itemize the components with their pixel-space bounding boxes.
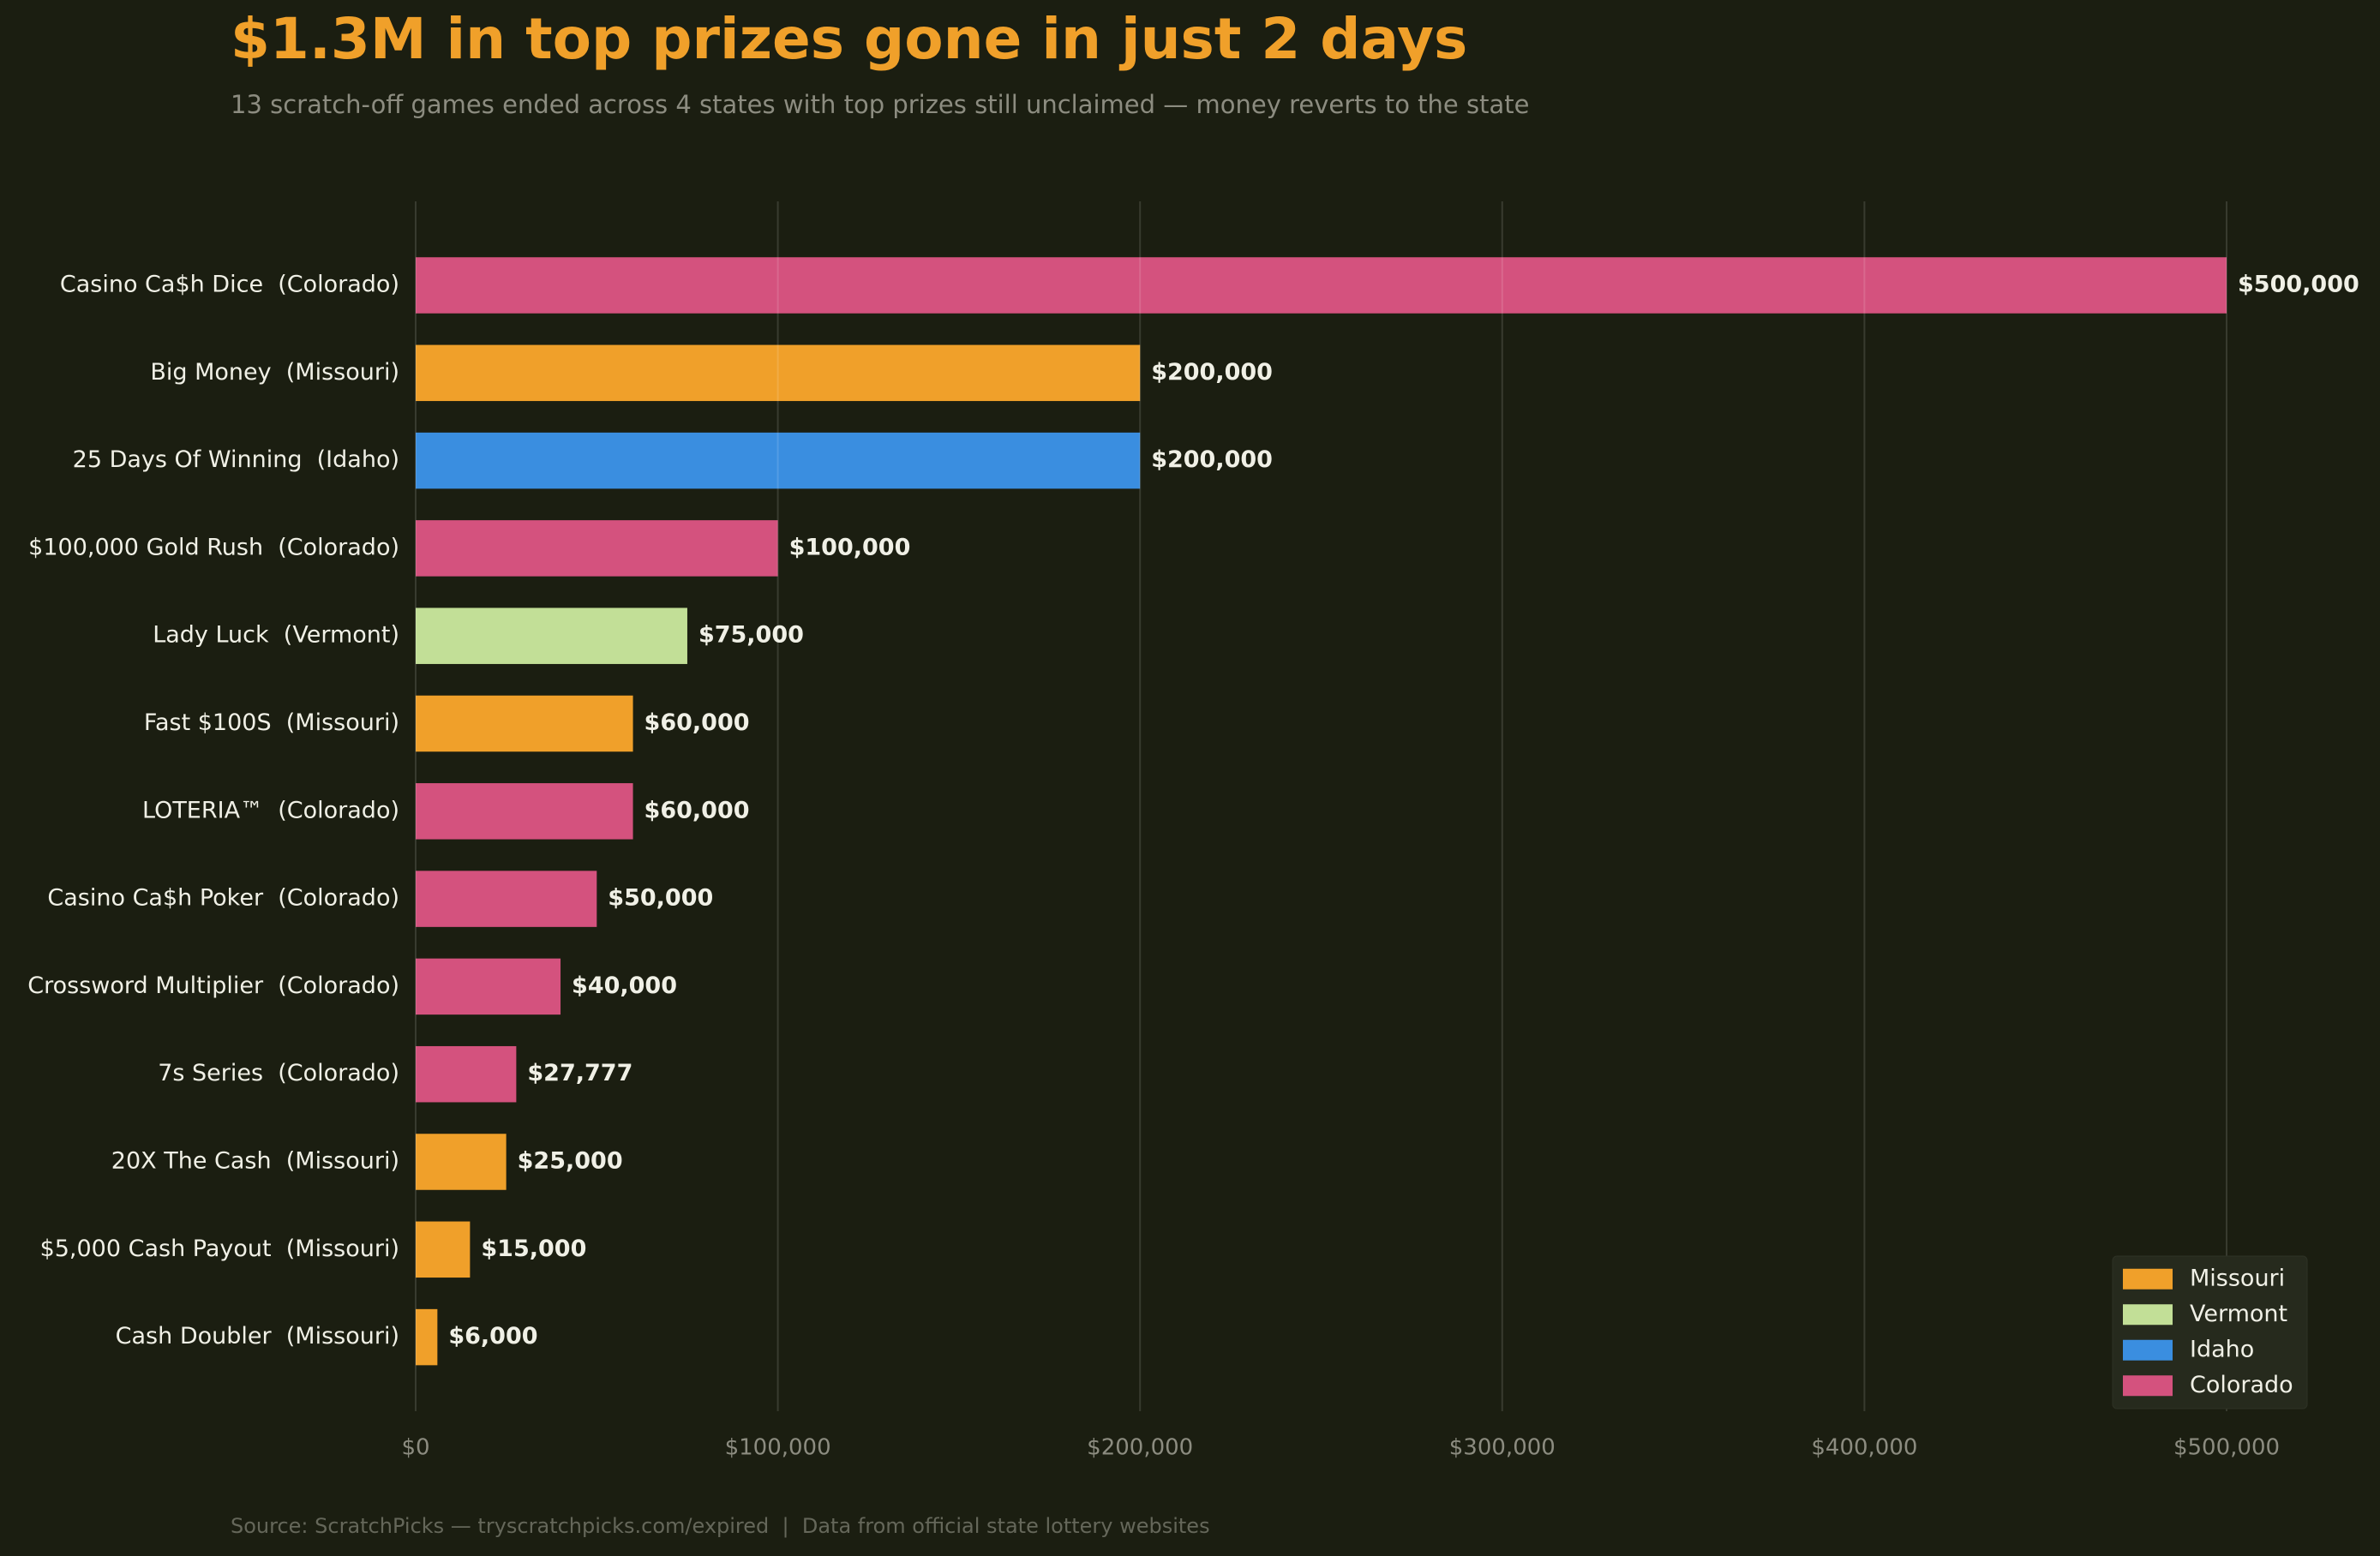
y-tick-label: Lady Luck (Vermont) — [153, 622, 399, 649]
chart-subtitle: 13 scratch-off games ended across 4 stat… — [231, 90, 1529, 119]
value-label: $25,000 — [518, 1148, 623, 1175]
bar — [416, 257, 2227, 314]
y-tick-label: Casino Ca$h Dice (Colorado) — [60, 272, 399, 298]
value-label: $500,000 — [2238, 272, 2359, 298]
value-label: $50,000 — [608, 885, 713, 912]
value-label: $27,777 — [527, 1060, 632, 1086]
bar — [416, 783, 633, 840]
bar — [416, 344, 1141, 402]
legend-label: Vermont — [2190, 1301, 2287, 1327]
legend-label: Colorado — [2190, 1372, 2293, 1398]
y-tick-label: Cash Doubler (Missouri) — [116, 1323, 399, 1350]
x-tick-label: $200,000 — [1087, 1435, 1193, 1461]
bar — [416, 520, 778, 577]
bar — [416, 432, 1141, 489]
bar — [416, 1308, 438, 1366]
source-note: Source: ScratchPicks — tryscratchpicks.c… — [231, 1514, 1210, 1538]
y-tick-label: LOTERIA™ (Colorado) — [142, 797, 399, 823]
value-label: $60,000 — [644, 797, 750, 823]
value-label: $200,000 — [1151, 446, 1273, 473]
y-tick-label: Casino Ca$h Poker (Colorado) — [47, 885, 399, 912]
legend-swatch — [2123, 1268, 2173, 1290]
bar — [416, 1134, 507, 1190]
y-tick-label: $5,000 Cash Payout (Missouri) — [40, 1236, 399, 1262]
bar — [416, 607, 687, 664]
value-label: $100,000 — [789, 534, 911, 560]
y-tick-label: Fast $100S (Missouri) — [144, 709, 399, 736]
legend-label: Idaho — [2190, 1336, 2254, 1362]
value-label: $40,000 — [572, 972, 677, 999]
bar — [416, 1221, 471, 1278]
x-tick-label: $500,000 — [2173, 1435, 2280, 1461]
x-tick-label: $100,000 — [725, 1435, 831, 1461]
chart-title: $1.3M in top prizes gone in just 2 days — [231, 6, 1467, 72]
value-label: $75,000 — [698, 622, 804, 649]
bar — [416, 958, 561, 1015]
legend-swatch — [2123, 1304, 2173, 1326]
legend-swatch — [2123, 1339, 2173, 1361]
bar — [416, 1045, 517, 1103]
y-tick-label: Crossword Multiplier (Colorado) — [27, 972, 399, 999]
value-label: $200,000 — [1151, 359, 1273, 386]
y-tick-label: 7s Series (Colorado) — [158, 1060, 399, 1086]
x-tick-label: $0 — [401, 1435, 429, 1461]
bar — [416, 695, 633, 752]
value-label: $6,000 — [448, 1323, 537, 1350]
y-tick-label: 20X The Cash (Missouri) — [111, 1148, 399, 1175]
y-tick-label: 25 Days Of Winning (Idaho) — [73, 446, 399, 473]
y-tick-label: $100,000 Gold Rush (Colorado) — [28, 534, 399, 560]
legend-swatch — [2123, 1375, 2173, 1397]
legend-box — [2112, 1255, 2308, 1409]
bar — [416, 871, 597, 927]
legend-label: Missouri — [2190, 1265, 2285, 1291]
value-label: $60,000 — [644, 709, 750, 736]
x-tick-label: $400,000 — [1811, 1435, 1917, 1461]
y-tick-label: Big Money (Missouri) — [150, 359, 399, 386]
x-tick-label: $300,000 — [1449, 1435, 1556, 1461]
value-label: $15,000 — [481, 1236, 586, 1262]
